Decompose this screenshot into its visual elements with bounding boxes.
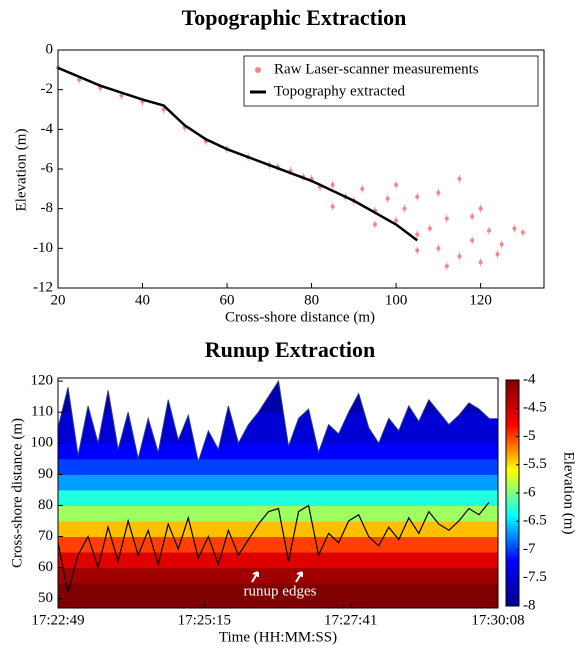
- x-tick-label: 17:30:08: [471, 612, 524, 628]
- x-tick-label: 17:27:41: [324, 612, 377, 628]
- x-tick-label: 17:25:15: [178, 612, 231, 628]
- chart-title: Topographic Extraction: [182, 5, 407, 30]
- y-axis-label: Cross-shore distance (m): [9, 418, 25, 568]
- heatmap-band: [58, 567, 498, 584]
- y-tick-label: -12: [33, 279, 53, 295]
- y-tick-label: 100: [31, 435, 54, 451]
- x-tick-label: 17:22:49: [31, 612, 84, 628]
- legend-box: [243, 55, 539, 107]
- heatmap-band: [58, 443, 498, 460]
- legend-label: Raw Laser-scanner measurements: [274, 61, 479, 77]
- y-axis-label: Elevation (m): [13, 129, 29, 212]
- heatmap-band: [58, 583, 498, 608]
- heatmap-band: [58, 381, 498, 413]
- heatmap-band: [58, 489, 498, 506]
- heatmap-band: [58, 536, 498, 553]
- y-tick-label: 70: [38, 528, 53, 544]
- colorbar-tick-label: -7: [523, 541, 536, 557]
- heatmap-band: [58, 505, 498, 522]
- y-tick-label: 50: [38, 590, 53, 606]
- x-tick-label: 120: [469, 292, 492, 308]
- y-tick-label: 80: [38, 497, 53, 513]
- y-tick-label: 110: [31, 404, 53, 420]
- colorbar-tick-label: -6: [523, 484, 536, 500]
- y-tick-label: -6: [41, 160, 54, 176]
- runup-line: [57, 501, 490, 593]
- x-axis-label: Time (HH:MM:SS): [219, 629, 337, 645]
- swash-edge: [57, 379, 490, 464]
- y-tick-label: -4: [41, 121, 54, 137]
- annotation: runup edges: [244, 583, 317, 599]
- topography-line: [57, 66, 418, 242]
- colorbar-tick-label: -7.5: [523, 569, 547, 585]
- plot-frame: [57, 377, 499, 609]
- chart-title: Runup Extraction: [205, 337, 376, 362]
- colorbar-tick-label: -5.5: [523, 456, 547, 472]
- colorbar-tick-label: -5: [523, 428, 536, 444]
- x-axis-label: Cross-shore distance (m): [225, 309, 375, 325]
- legend-label: Topography extracted: [274, 83, 405, 99]
- x-tick-label: 60: [220, 292, 235, 308]
- legend-marker: [255, 67, 261, 73]
- x-tick-label: 80: [304, 292, 319, 308]
- x-tick-label: 40: [135, 292, 150, 308]
- heatmap-band: [58, 520, 498, 538]
- y-tick-label: 90: [38, 466, 53, 482]
- y-tick-label: 60: [38, 559, 53, 575]
- x-tick-label: 20: [51, 292, 66, 308]
- heatmap-band: [58, 458, 498, 475]
- colorbar-tick-label: -6.5: [523, 513, 547, 529]
- annotation-arrow: [251, 571, 259, 583]
- y-tick-label: -8: [41, 200, 54, 216]
- heatmap: [58, 381, 498, 608]
- y-tick-label: -10: [33, 240, 53, 256]
- colorbar-tick-label: -8: [523, 597, 536, 613]
- heatmap-band: [58, 552, 498, 569]
- y-tick-label: 0: [46, 41, 54, 57]
- heatmap-band: [58, 474, 498, 491]
- colorbar-tick-label: -4.5: [523, 400, 547, 416]
- colorbar-label: Elevation (m): [561, 452, 577, 535]
- y-tick-label: 120: [31, 373, 54, 389]
- annotation-arrow: [295, 571, 303, 583]
- y-tick-label: -2: [41, 81, 54, 97]
- x-tick-label: 100: [385, 292, 408, 308]
- colorbar-tick-label: -4: [523, 371, 536, 387]
